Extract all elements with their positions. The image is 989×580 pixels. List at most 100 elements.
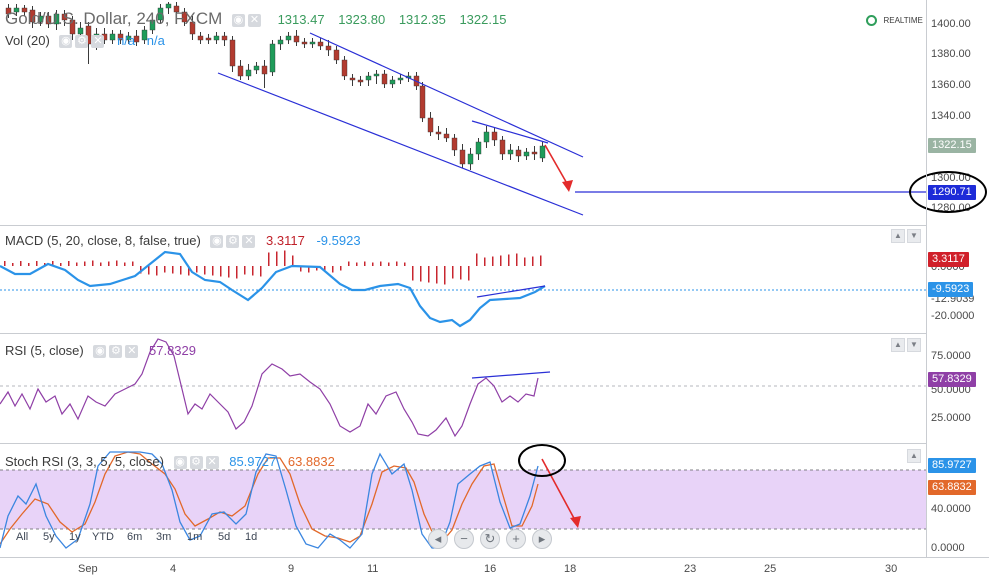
ohlc-high: 1323.80	[338, 12, 386, 27]
macd-histogram-bar	[532, 256, 534, 266]
macd-histogram-bar	[196, 266, 198, 273]
pane-move-down-button[interactable]: ▼	[907, 338, 921, 352]
macd-badge-1: 3.3117	[928, 252, 969, 267]
macd-histogram-bar	[44, 263, 46, 266]
macd-histogram-bar	[124, 262, 126, 266]
close-icon[interactable]: ✕	[247, 14, 261, 28]
macd-title[interactable]: MACD (5, 20, close, 8, false, true)	[5, 233, 201, 248]
macd-histogram-bar	[348, 261, 350, 266]
pane-move-up-button[interactable]: ▲	[891, 229, 905, 243]
close-icon[interactable]: ✕	[242, 235, 256, 249]
candle-down	[357, 79, 364, 83]
volume-label[interactable]: Vol (20)	[5, 33, 50, 48]
eye-icon[interactable]: ◉	[173, 456, 187, 470]
eye-icon[interactable]: ◉	[210, 235, 224, 249]
candle-down	[21, 7, 28, 13]
close-icon[interactable]: ✕	[91, 35, 105, 49]
pane-move-down-button[interactable]: ▼	[907, 229, 921, 243]
zoom-in-icon[interactable]: +	[506, 529, 526, 549]
eye-icon[interactable]: ◉	[231, 14, 245, 28]
ohlc-low: 1312.35	[398, 12, 446, 27]
rsi-title[interactable]: RSI (5, close)	[5, 343, 84, 358]
macd-divergence-line	[476, 285, 546, 298]
candle-up	[365, 75, 372, 81]
x-axis-label: 16	[484, 563, 497, 575]
pane-move-up-button[interactable]: ▲	[891, 338, 905, 352]
price-pane[interactable]: Gold/U.S. Dollar, 240, FXCM ◉ ✕ 1313.47 1…	[0, 0, 926, 225]
eye-icon[interactable]: ◉	[93, 345, 107, 359]
gear-icon[interactable]: ⚙	[75, 35, 89, 49]
period-1m-button[interactable]: 1m	[187, 531, 203, 543]
period-5d-button[interactable]: 5d	[218, 531, 231, 543]
macd-histogram-bar	[292, 255, 294, 266]
macd-histogram-bar	[372, 262, 374, 266]
candle-up	[523, 151, 530, 157]
macd-pane[interactable]: MACD (5, 20, close, 8, false, true) ◉ ⚙ ✕ …	[0, 226, 926, 333]
candle-up	[37, 15, 44, 23]
close-icon[interactable]: ✕	[205, 456, 219, 470]
x-axis-label: Sep	[78, 563, 98, 575]
realtime-clock-icon	[866, 15, 877, 27]
candle-up	[157, 7, 164, 21]
gear-icon[interactable]: ⚙	[109, 345, 123, 359]
zoom-out-icon[interactable]: −	[454, 529, 474, 549]
macd-histogram-bar	[364, 261, 366, 266]
macd-chart[interactable]	[0, 226, 926, 333]
macd-histogram-bar	[12, 263, 14, 266]
candle-up	[53, 13, 60, 25]
candle-down	[61, 13, 68, 21]
pane-move-up-button[interactable]: ▲	[907, 449, 921, 463]
symbol-title[interactable]: Gold/U.S. Dollar, 240, FXCM	[5, 9, 223, 28]
period-1d-button[interactable]: 1d	[245, 531, 258, 543]
stoch-k-badge: 85.9727	[928, 458, 976, 473]
candle-up	[397, 77, 404, 81]
gear-icon[interactable]: ⚙	[226, 235, 240, 249]
macd-histogram-bar	[396, 261, 398, 266]
macd-histogram-bar	[268, 252, 270, 266]
reset-icon[interactable]: ↻	[480, 529, 500, 549]
period-ytd-button[interactable]: YTD	[92, 531, 114, 543]
macd-histogram-bar	[252, 266, 254, 276]
macd-histogram-bar	[492, 256, 494, 266]
rsi-pane[interactable]: RSI (5, close) ◉ ⚙ ✕ 57.8329 ▲ ▼	[0, 334, 926, 443]
close-icon[interactable]: ✕	[125, 345, 139, 359]
period-6m-button[interactable]: 6m	[127, 531, 143, 543]
period-5y-button[interactable]: 5y	[43, 531, 55, 543]
macd-histogram-bar	[108, 261, 110, 266]
candle-down	[69, 19, 76, 35]
macd-histogram-bar	[156, 266, 158, 276]
macd-histogram-bar	[308, 266, 310, 273]
volume-value-1: n/a	[117, 33, 136, 48]
candle-down	[459, 149, 466, 165]
macd-histogram-bar	[516, 253, 518, 266]
candle-up	[309, 41, 316, 45]
candle-up	[213, 35, 220, 41]
candle-down	[443, 133, 450, 139]
candle-down	[381, 73, 388, 85]
candle-up	[373, 73, 380, 77]
scroll-right-icon[interactable]: ▸	[532, 529, 552, 549]
rsi-tick: 25.0000	[931, 412, 971, 424]
macd-histogram-bar	[540, 255, 542, 266]
eye-icon[interactable]: ◉	[59, 35, 73, 49]
price-tick: 1340.00	[931, 110, 971, 122]
candle-down	[117, 33, 124, 41]
realtime-label: REALTIME	[883, 16, 923, 26]
stoch-rsi-pane[interactable]: Stoch RSI (3, 3, 5, 5, close) ◉ ⚙ ✕ 85.972…	[0, 444, 926, 558]
macd-histogram-bar	[180, 266, 182, 275]
x-axis-label: 23	[684, 563, 697, 575]
gear-icon[interactable]: ⚙	[189, 456, 203, 470]
scroll-left-icon[interactable]: ◂	[428, 529, 448, 549]
period-all-button[interactable]: All	[16, 531, 29, 543]
macd-histogram-bar	[236, 266, 238, 279]
rsi-chart[interactable]	[0, 334, 926, 443]
candle-up	[165, 3, 172, 9]
period-1y-button[interactable]: 1y	[69, 531, 81, 543]
stoch-rsi-title[interactable]: Stoch RSI (3, 3, 5, 5, close)	[5, 454, 164, 469]
macd-histogram-bar	[508, 254, 510, 266]
stoch-rsi-chart[interactable]	[0, 444, 926, 558]
macd-histogram-bar	[188, 266, 190, 276]
period-3m-button[interactable]: 3m	[156, 531, 172, 543]
macd-histogram-bar	[132, 261, 134, 266]
macd-histogram-bar	[300, 266, 302, 272]
